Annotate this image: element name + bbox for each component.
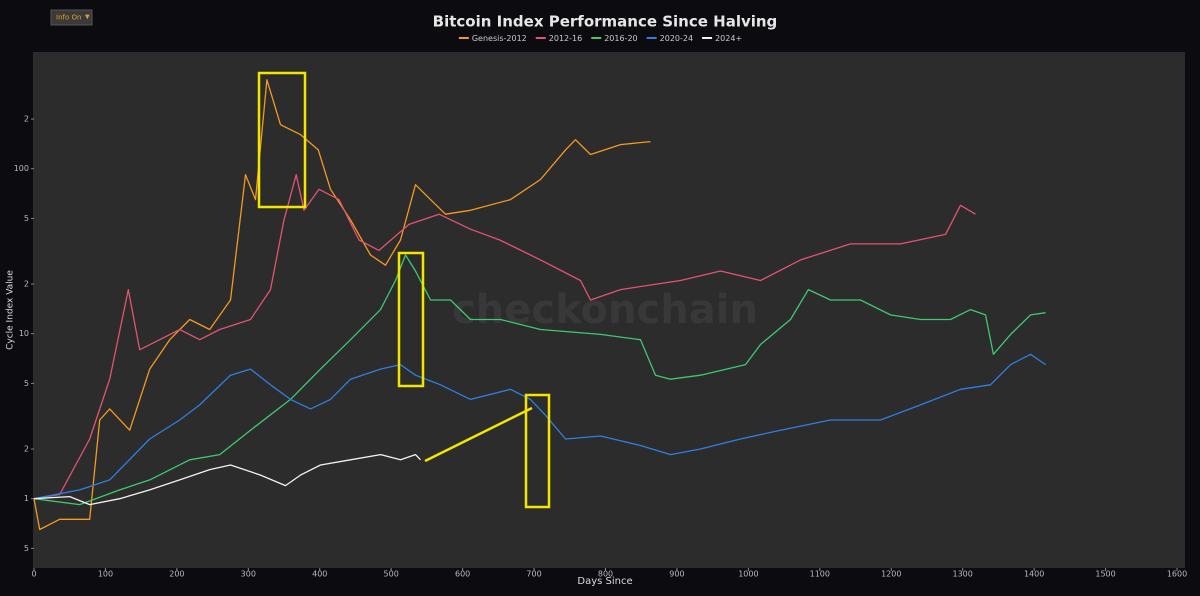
y-tick-label: 5 (24, 544, 29, 553)
chart-title: Bitcoin Index Performance Since Halving (433, 13, 778, 31)
annotations (257, 71, 551, 509)
x-tick-label: 400 (312, 570, 327, 579)
series-line (33, 254, 1046, 506)
series-line (33, 453, 421, 506)
x-tick-label: 700 (526, 570, 541, 579)
x-tick-label: 600 (455, 570, 470, 579)
x-tick-label: 100 (98, 570, 113, 579)
button-label[interactable]: Info On (56, 14, 81, 22)
x-tick-label: 900 (669, 570, 684, 579)
x-tick-label: 200 (169, 570, 184, 579)
y-tick-label: 1 (24, 494, 29, 503)
x-tick-label: 1600 (1167, 570, 1187, 579)
series-line (33, 353, 1046, 500)
y-tick-label: 5 (24, 214, 29, 223)
y-tick-label: 10 (19, 329, 29, 338)
highlight-box (397, 251, 425, 388)
legend-label: 2016-20 (604, 34, 637, 43)
y-tick-label: 2 (24, 115, 29, 124)
y-tick-label: 2 (24, 445, 29, 454)
button-arrow[interactable]: ▼ (85, 14, 90, 21)
y-tick-label: 2 (24, 280, 29, 289)
y-tick-label: 5 (24, 379, 29, 388)
legend-label: Genesis-2012 (472, 34, 527, 43)
arrow-line (424, 406, 533, 463)
x-tick-label: 1300 (953, 570, 973, 579)
x-tick-label: 300 (241, 570, 256, 579)
x-tick-label: 1100 (810, 570, 830, 579)
series-line (33, 79, 651, 531)
x-tick-label: 800 (598, 570, 613, 579)
legend-label: 2020-24 (660, 34, 693, 43)
y-tick-label: 100 (14, 164, 29, 173)
x-tick-label: 1000 (738, 570, 758, 579)
x-tick-label: 500 (384, 570, 399, 579)
watermark: checkonchain (452, 287, 758, 333)
button-box[interactable] (50, 9, 93, 26)
legend-label: 2012-16 (549, 34, 582, 43)
highlight-box (524, 393, 551, 509)
info-button[interactable]: Info On ▼ (50, 9, 93, 26)
y-axis-label: Cycle Index Value (6, 270, 16, 350)
x-axis-label: Days Since (577, 576, 632, 587)
x-tick-label: 0 (31, 570, 36, 579)
x-tick-label: 1400 (1024, 570, 1044, 579)
x-tick-label: 1500 (1095, 570, 1115, 579)
legend-label: 2024+ (715, 34, 742, 43)
x-tick-label: 1200 (881, 570, 901, 579)
highlight-box (257, 71, 307, 209)
plot-area (33, 52, 1185, 568)
series-line (33, 174, 976, 500)
